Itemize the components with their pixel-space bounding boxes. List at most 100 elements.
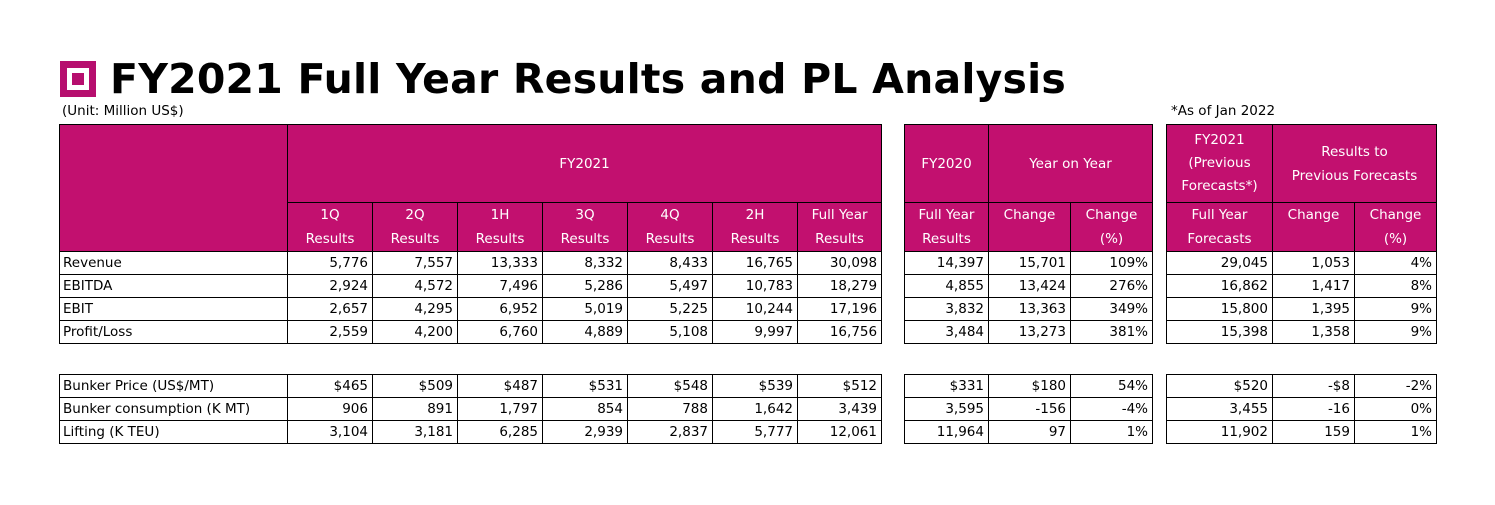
yoy-change-value: -156 xyxy=(988,397,1071,421)
rtp-change-pct-value: 1% xyxy=(1354,420,1437,444)
fy2020-value: 3,832 xyxy=(904,297,989,321)
row-label: Lifting (K TEU) xyxy=(59,420,288,444)
rtp-change-pct-value: 0% xyxy=(1354,397,1437,421)
fy2021-value: 5,108 xyxy=(627,320,713,344)
yoy-change-value: 97 xyxy=(988,420,1071,444)
fy2021-value: 6,952 xyxy=(457,297,543,321)
row-label: EBIT xyxy=(59,297,288,321)
prev-forecast-value: 11,902 xyxy=(1166,420,1273,444)
yoy-change-pct-value: 276% xyxy=(1070,274,1153,298)
fy2021-value: 788 xyxy=(627,397,713,421)
table-row: EBITDA 2,924 4,572 7,496 5,286 5,497 10,783 18,… xyxy=(59,274,883,298)
table-row: 3,484 13,273 381% xyxy=(904,320,1153,344)
fy2021-col-header: 2Q Results xyxy=(372,202,458,252)
yoy-change-pct-value: 109% xyxy=(1070,251,1153,275)
fy2021-value: 5,286 xyxy=(542,274,628,298)
fy2021-value: 4,295 xyxy=(372,297,458,321)
fy2021-value: 4,889 xyxy=(542,320,628,344)
table-row: Bunker consumption (K MT) 906 891 1,797 854 7… xyxy=(59,397,882,421)
table-row: 4,855 13,424 276% xyxy=(904,274,1153,298)
fy2020-value: 14,397 xyxy=(904,251,989,275)
fy2021-value: 5,497 xyxy=(627,274,713,298)
prev-forecast-value: 15,398 xyxy=(1166,320,1273,344)
rtp-change-col-header: Change xyxy=(1272,202,1355,252)
fy2021-value: 10,244 xyxy=(712,297,798,321)
fy2020-yoy-ops-table: $331 $180 54% 3,595 -156 -4% 11,964 97 1% xyxy=(904,374,1153,444)
title-bar: FY2021 Full Year Results and PL Analysis xyxy=(60,54,1066,104)
row-label: Bunker consumption (K MT) xyxy=(59,397,288,421)
fy2021-value: 1,797 xyxy=(457,397,543,421)
fy2021-value: 18,279 xyxy=(796,274,883,298)
prev-forecast-value: 29,045 xyxy=(1166,251,1273,275)
table-row: 15,398 1,358 9% xyxy=(1166,320,1438,344)
fy2021-value: 16,765 xyxy=(712,251,798,275)
fy2021-value: 2,939 xyxy=(542,420,628,444)
fy2021-value: 8,332 xyxy=(542,251,628,275)
fy2021-value: 5,019 xyxy=(542,297,628,321)
table-row: 11,902 159 1% xyxy=(1166,420,1437,444)
table-row: 3,832 13,363 349% xyxy=(904,297,1153,321)
fy2020-col-header: Full Year Results xyxy=(904,202,989,252)
fy2021-value: $487 xyxy=(457,374,543,398)
table-row: $331 $180 54% xyxy=(904,374,1153,398)
yoy-change-value: 13,273 xyxy=(988,320,1071,344)
fy2021-value: 2,837 xyxy=(627,420,713,444)
year-on-year-header: Year on Year xyxy=(988,124,1153,203)
rtp-change-pct-col-header: Change (%) xyxy=(1353,202,1438,252)
rtp-change-pct-value: 4% xyxy=(1353,251,1438,275)
fy2021-header: FY2021 xyxy=(286,124,883,203)
fy2021-value: 7,557 xyxy=(372,251,458,275)
table-row: EBIT 2,657 4,295 6,952 5,019 5,225 10,244 17,19… xyxy=(59,297,883,321)
table-row: 3,595 -156 -4% xyxy=(904,397,1153,421)
fy2020-value: 4,855 xyxy=(904,274,989,298)
rtp-change-pct-value: 8% xyxy=(1353,274,1438,298)
fy2021-value: $539 xyxy=(712,374,798,398)
fy2021-value: 7,496 xyxy=(457,274,543,298)
table-row: 15,800 1,395 9% xyxy=(1166,297,1438,321)
page-title: FY2021 Full Year Results and PL Analysis xyxy=(110,55,1066,103)
fy2021-value: 9,997 xyxy=(712,320,798,344)
fy2021-value: $465 xyxy=(287,374,373,398)
fy2021-value: 6,760 xyxy=(457,320,543,344)
fy2020-value: $331 xyxy=(904,374,989,398)
rtp-change-pct-value: 9% xyxy=(1353,297,1438,321)
previous-forecasts-header: FY2021 (Previous Forecasts*) xyxy=(1166,124,1273,203)
rtp-change-value: 1,417 xyxy=(1272,274,1355,298)
fy2021-value: 2,924 xyxy=(287,274,373,298)
rtp-change-value: -$8 xyxy=(1272,374,1355,398)
table-row: 14,397 15,701 109% xyxy=(904,251,1153,275)
rtp-change-pct-value: 9% xyxy=(1353,320,1438,344)
yoy-change-pct-value: -4% xyxy=(1070,397,1153,421)
fy2021-value: $512 xyxy=(797,374,882,398)
yoy-change-pct-value: 54% xyxy=(1070,374,1153,398)
previous-forecasts-ops-table: $520 -$8 -2% 3,455 -16 0% 11,902 159 1% xyxy=(1166,374,1437,444)
operating-metrics-table: Bunker Price (US$/MT) $465 $509 $487 $531 $54… xyxy=(59,374,882,444)
fy2021-value: $531 xyxy=(542,374,628,398)
fy2020-header: FY2020 xyxy=(904,124,989,203)
table-row: Bunker Price (US$/MT) $465 $509 $487 $531 $54… xyxy=(59,374,882,398)
rtp-change-value: -16 xyxy=(1272,397,1355,421)
rtp-change-pct-value: -2% xyxy=(1354,374,1437,398)
fy2021-value: 5,777 xyxy=(712,420,798,444)
fy2021-value: $509 xyxy=(372,374,458,398)
fy2020-yoy-table: FY2020 Year on Year Full Year Results Cha… xyxy=(904,124,1153,344)
row-label: EBITDA xyxy=(59,274,288,298)
fy2021-value: 10,783 xyxy=(712,274,798,298)
prev-forecast-value: 16,862 xyxy=(1166,274,1273,298)
table-row: 16,862 1,417 8% xyxy=(1166,274,1438,298)
fy2021-value: 2,657 xyxy=(287,297,373,321)
fy2021-table: FY2021 1Q Results 2Q Results 1H Results 3Q Resu… xyxy=(59,124,883,344)
prev-forecast-value: 15,800 xyxy=(1166,297,1273,321)
fy2021-value: $548 xyxy=(627,374,713,398)
table-row: 29,045 1,053 4% xyxy=(1166,251,1438,275)
prev-forecast-col-header: Full Year Forecasts xyxy=(1166,202,1273,252)
fy2021-col-header: 3Q Results xyxy=(542,202,628,252)
yoy-change-pct-value: 381% xyxy=(1070,320,1153,344)
row-label: Bunker Price (US$/MT) xyxy=(59,374,288,398)
fy2021-value: 3,104 xyxy=(287,420,373,444)
table-row: Revenue 5,776 7,557 13,333 8,332 8,433 16,765 3… xyxy=(59,251,883,275)
fy2021-value: 3,181 xyxy=(372,420,458,444)
fy2021-value: 3,439 xyxy=(797,397,882,421)
prev-forecast-value: 3,455 xyxy=(1166,397,1273,421)
fy2021-value: 17,196 xyxy=(796,297,883,321)
